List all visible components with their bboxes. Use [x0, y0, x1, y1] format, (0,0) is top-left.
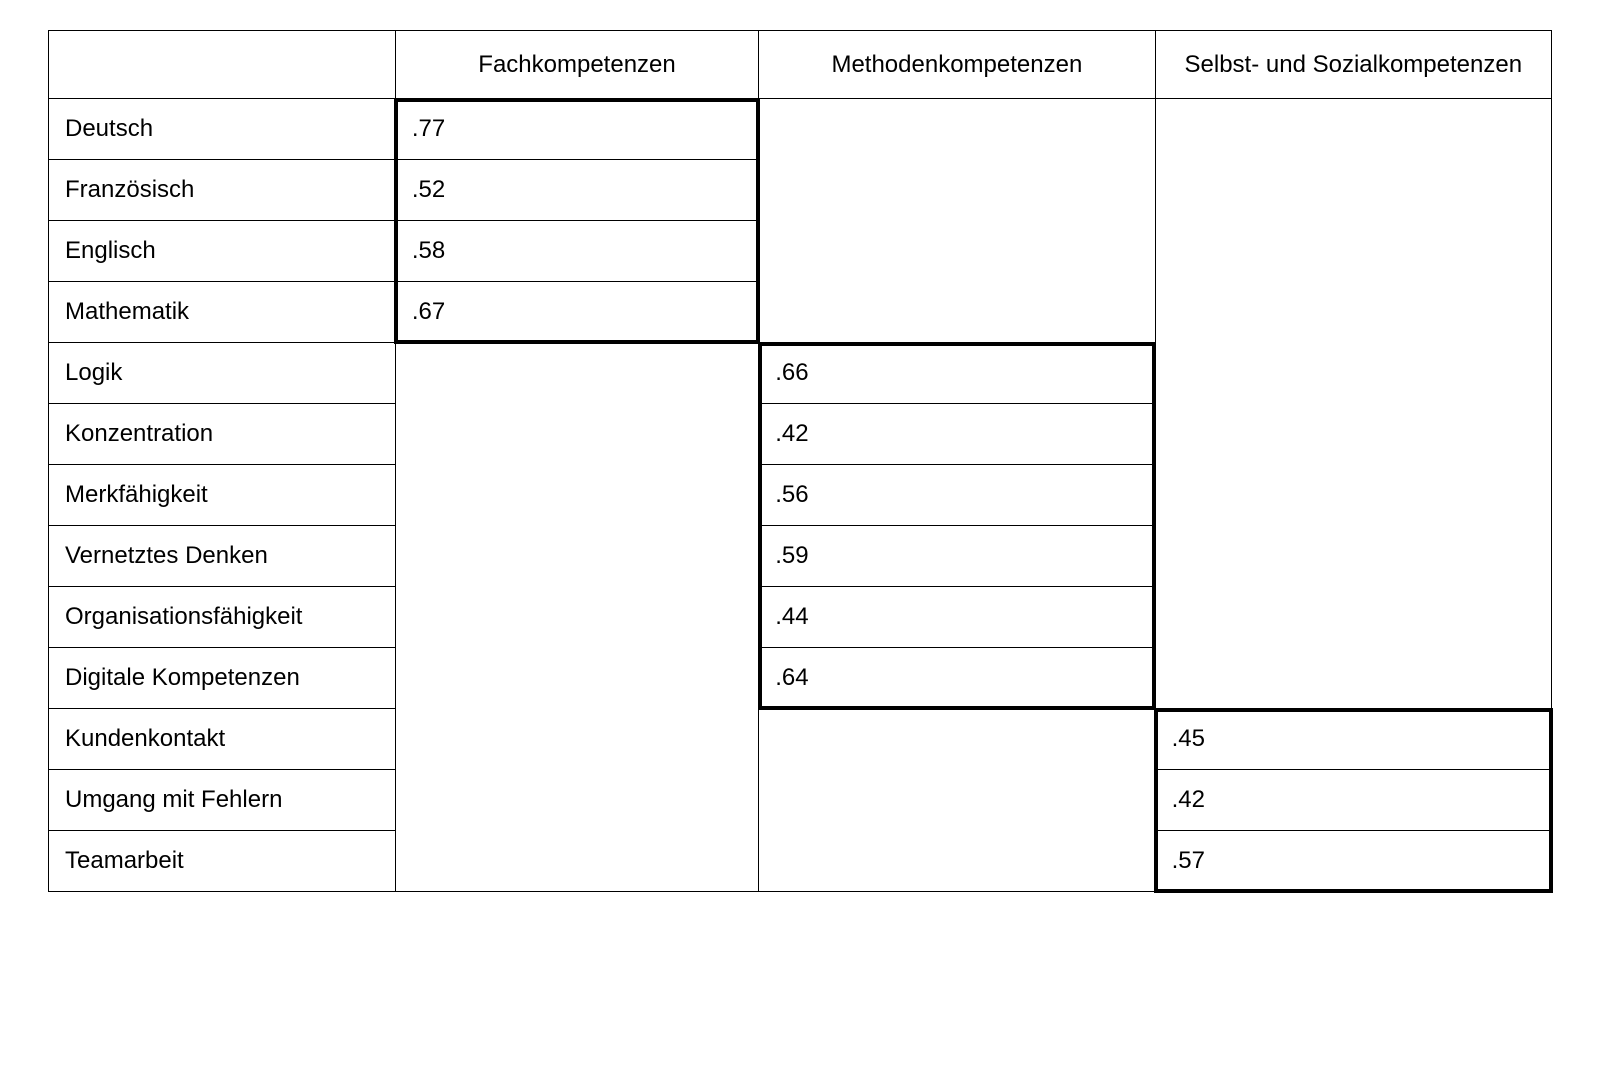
value-cell: .77	[395, 99, 758, 160]
empty-cell	[759, 770, 1155, 831]
table-header-row: Fachkompetenzen Methodenkompetenzen Selb…	[49, 31, 1552, 99]
table-row: Kundenkontakt .45	[49, 709, 1552, 770]
empty-cell	[759, 160, 1155, 221]
row-label: Umgang mit Fehlern	[49, 770, 396, 831]
table-row: Mathematik.67	[49, 282, 1552, 343]
empty-cell	[759, 99, 1155, 160]
value-cell: .66	[759, 343, 1155, 404]
factor-loadings-table: Fachkompetenzen Methodenkompetenzen Selb…	[48, 30, 1552, 892]
empty-cell	[1155, 404, 1551, 465]
table-row: Digitale Kompetenzen .64	[49, 648, 1552, 709]
table-row: Deutsch.77	[49, 99, 1552, 160]
empty-cell	[395, 587, 758, 648]
row-label: Logik	[49, 343, 396, 404]
empty-cell	[395, 465, 758, 526]
empty-cell	[1155, 587, 1551, 648]
table-row: Französisch.52	[49, 160, 1552, 221]
empty-cell	[1155, 160, 1551, 221]
empty-cell	[395, 770, 758, 831]
column-header-rowlabel	[49, 31, 396, 99]
value-cell: .45	[1155, 709, 1551, 770]
empty-cell	[395, 709, 758, 770]
column-header-fachkompetenzen: Fachkompetenzen	[395, 31, 758, 99]
row-label: Merkfähigkeit	[49, 465, 396, 526]
row-label: Französisch	[49, 160, 396, 221]
empty-cell	[395, 648, 758, 709]
table-row: Vernetztes Denken .59	[49, 526, 1552, 587]
factor-loadings-table-wrap: Fachkompetenzen Methodenkompetenzen Selb…	[48, 30, 1552, 892]
empty-cell	[395, 526, 758, 587]
row-label: Deutsch	[49, 99, 396, 160]
row-label: Digitale Kompetenzen	[49, 648, 396, 709]
row-label: Kundenkontakt	[49, 709, 396, 770]
empty-cell	[1155, 282, 1551, 343]
table-row: Merkfähigkeit .56	[49, 465, 1552, 526]
value-cell: .58	[395, 221, 758, 282]
table-row: Konzentration .42	[49, 404, 1552, 465]
value-cell: .56	[759, 465, 1155, 526]
value-cell: .52	[395, 160, 758, 221]
empty-cell	[1155, 526, 1551, 587]
column-header-methodenkompetenzen: Methodenkompetenzen	[759, 31, 1155, 99]
empty-cell	[1155, 343, 1551, 404]
value-cell: .44	[759, 587, 1155, 648]
value-cell: .57	[1155, 831, 1551, 892]
empty-cell	[1155, 221, 1551, 282]
empty-cell	[759, 221, 1155, 282]
empty-cell	[1155, 99, 1551, 160]
row-label: Teamarbeit	[49, 831, 396, 892]
empty-cell	[1155, 465, 1551, 526]
row-label: Organisationsfähigkeit	[49, 587, 396, 648]
value-cell: .42	[1155, 770, 1551, 831]
row-label: Mathematik	[49, 282, 396, 343]
empty-cell	[395, 831, 758, 892]
value-cell: .59	[759, 526, 1155, 587]
table-row: Organisationsfähigkeit .44	[49, 587, 1552, 648]
row-label: Vernetztes Denken	[49, 526, 396, 587]
empty-cell	[759, 709, 1155, 770]
row-label: Konzentration	[49, 404, 396, 465]
empty-cell	[395, 404, 758, 465]
empty-cell	[1155, 648, 1551, 709]
value-cell: .64	[759, 648, 1155, 709]
empty-cell	[395, 343, 758, 404]
empty-cell	[759, 831, 1155, 892]
empty-cell	[759, 282, 1155, 343]
table-row: Englisch.58	[49, 221, 1552, 282]
column-header-selbstsozial: Selbst- und Sozialkompetenzen	[1155, 31, 1551, 99]
value-cell: .67	[395, 282, 758, 343]
table-row: Teamarbeit .57	[49, 831, 1552, 892]
table-row: Umgang mit Fehlern .42	[49, 770, 1552, 831]
table-row: Logik .66	[49, 343, 1552, 404]
row-label: Englisch	[49, 221, 396, 282]
value-cell: .42	[759, 404, 1155, 465]
